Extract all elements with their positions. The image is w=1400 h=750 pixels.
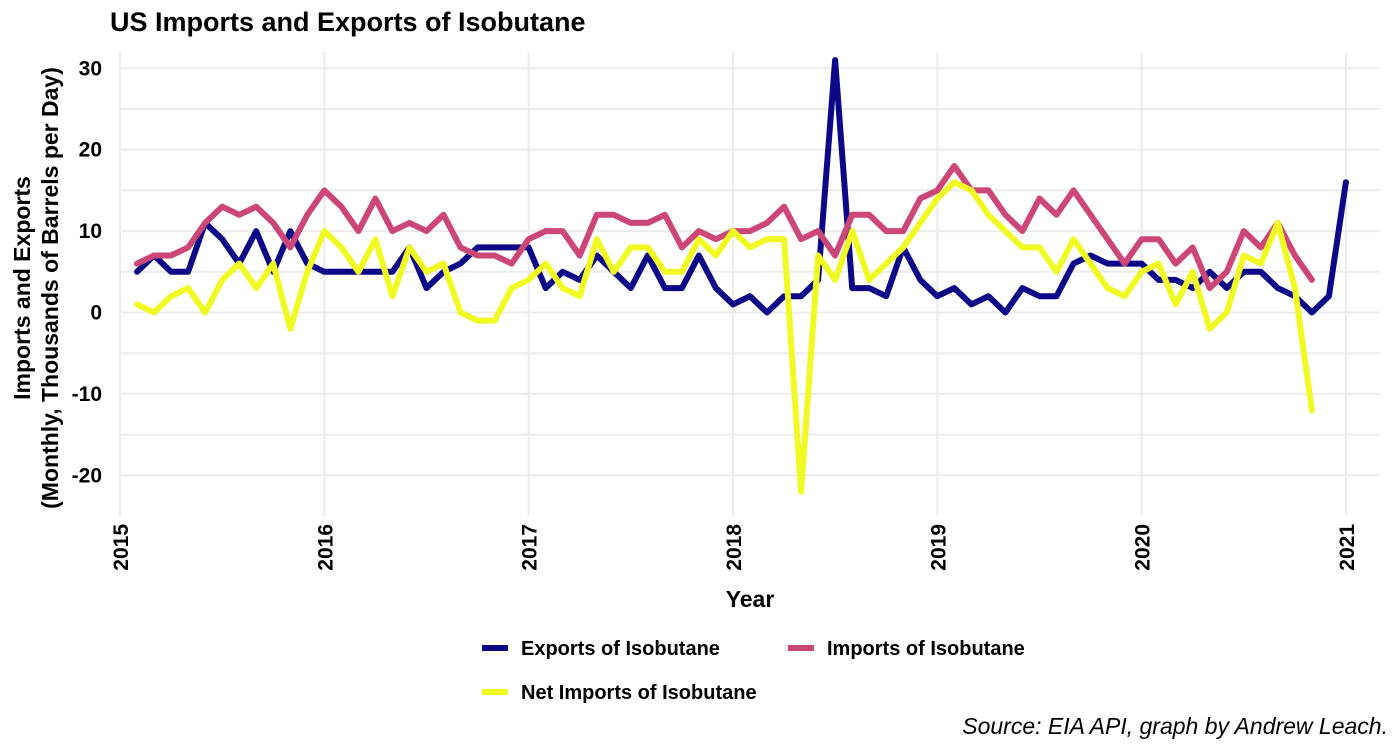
legend-item-net-imports-of-isobutane: Net Imports of Isobutane: [482, 682, 757, 704]
y-tick-labels: -20 -10 0 10 20 30: [72, 57, 102, 487]
series-line-net-imports-of-isobutane: [134, 179, 1315, 495]
x-tick-label: 2018: [723, 524, 746, 571]
x-tick-label: 2020: [1132, 524, 1155, 571]
series-lines: [134, 57, 1349, 495]
legend-label: Exports of Isobutane: [521, 638, 720, 660]
x-tick-label: 2019: [927, 524, 950, 571]
legend-item-exports-of-isobutane: Exports of Isobutane: [482, 638, 720, 660]
y-axis-title-line-2: (Monthly, Thousands of Barrels per Day): [37, 67, 63, 509]
chart-title: US Imports and Exports of Isobutane: [110, 7, 586, 37]
legend: Exports of Isobutane Imports of Isobutane…: [482, 638, 1025, 704]
x-tick-label: 2021: [1336, 524, 1359, 571]
x-tick-label: 2016: [314, 524, 337, 571]
source-caption: Source: EIA API, graph by Andrew Leach.: [962, 713, 1388, 739]
grid-lines: [119, 52, 1380, 516]
y-tick-label: 20: [79, 139, 102, 162]
y-axis-title-line-1: Imports and Exports: [9, 176, 35, 400]
legend-label: Imports of Isobutane: [827, 638, 1025, 660]
x-axis-title: Year: [726, 586, 775, 612]
y-tick-label: 10: [79, 220, 102, 243]
x-tick-label: 2015: [110, 524, 133, 571]
series-line-exports-of-isobutane: [134, 57, 1349, 316]
y-tick-label: 30: [79, 57, 102, 80]
x-tick-label: 2017: [519, 524, 542, 571]
y-tick-label: -10: [72, 383, 102, 406]
legend-label: Net Imports of Isobutane: [521, 682, 757, 704]
y-tick-label: -20: [72, 464, 102, 487]
y-tick-label: 0: [90, 301, 102, 324]
x-tick-labels: 2015 2016 2017 2018 2019 2020 2021: [110, 524, 1359, 571]
series-line-imports-of-isobutane: [134, 163, 1315, 292]
y-axis-title: Imports and Exports (Monthly, Thousands …: [9, 67, 63, 509]
legend-item-imports-of-isobutane: Imports of Isobutane: [788, 638, 1025, 660]
